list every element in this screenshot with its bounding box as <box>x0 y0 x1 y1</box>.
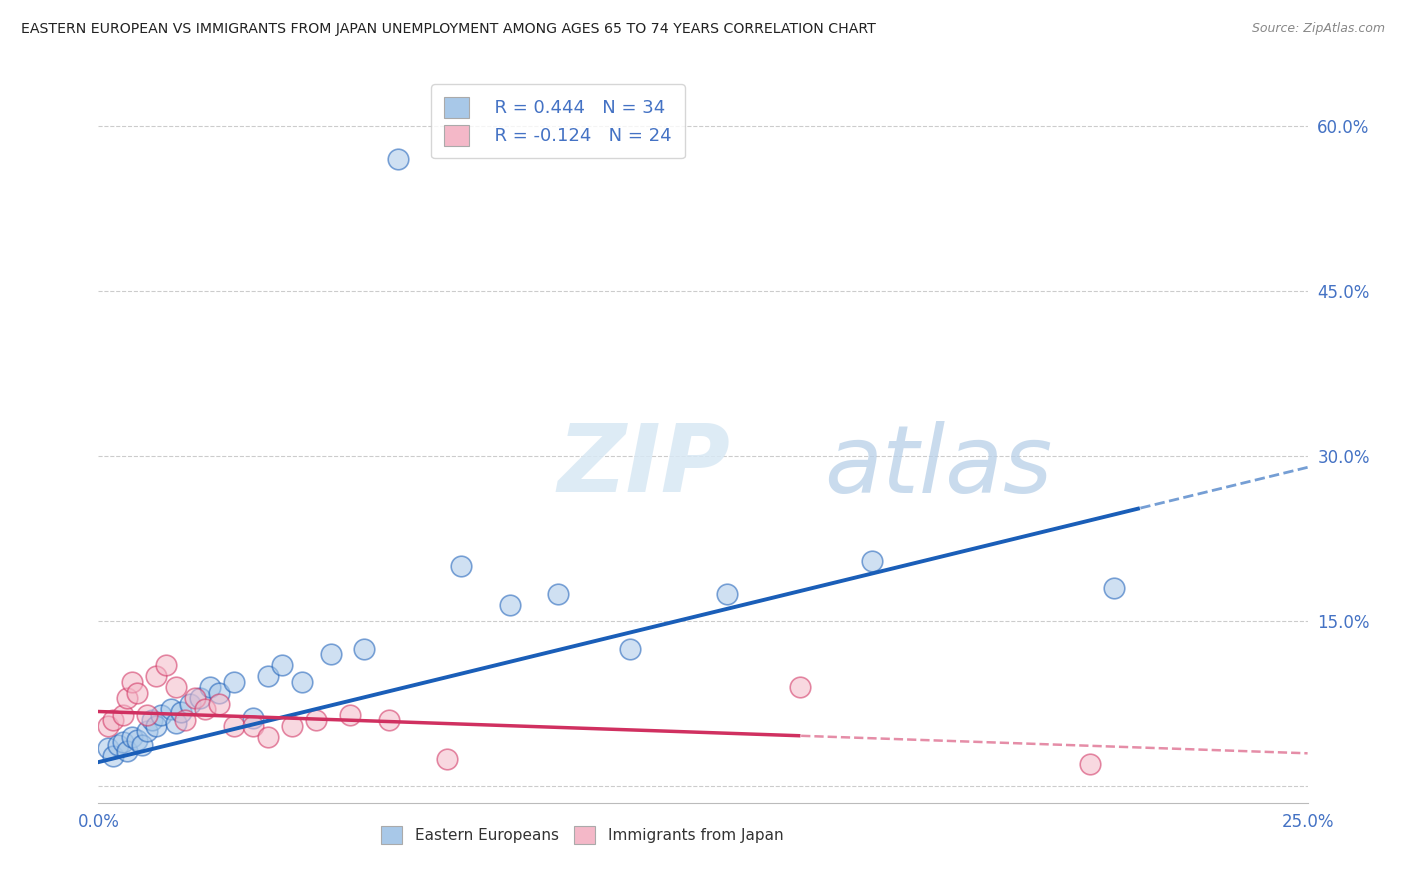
Point <box>160 702 183 716</box>
Point <box>184 691 207 706</box>
Point <box>165 681 187 695</box>
Point <box>1102 582 1125 596</box>
Point <box>242 719 264 733</box>
Point <box>281 719 304 733</box>
Point <box>1078 757 1101 772</box>
Point <box>121 730 143 744</box>
Point <box>135 724 157 739</box>
Text: EASTERN EUROPEAN VS IMMIGRANTS FROM JAPAN UNEMPLOYMENT AMONG AGES 65 TO 74 YEARS: EASTERN EUROPEAN VS IMMIGRANTS FROM JAPA… <box>21 22 876 37</box>
Point <box>155 658 177 673</box>
Point <box>117 744 139 758</box>
Text: ZIP: ZIP <box>558 420 731 512</box>
Point <box>198 681 221 695</box>
Point <box>619 641 641 656</box>
Point <box>716 587 738 601</box>
Point <box>121 674 143 689</box>
Point <box>305 714 328 728</box>
Point <box>319 648 342 662</box>
Point <box>135 707 157 722</box>
Point <box>450 559 472 574</box>
Point <box>150 707 173 722</box>
Point <box>145 719 167 733</box>
Point <box>194 702 217 716</box>
Point <box>290 674 312 689</box>
Text: Source: ZipAtlas.com: Source: ZipAtlas.com <box>1251 22 1385 36</box>
Point <box>111 707 134 722</box>
Point <box>498 598 520 612</box>
Point <box>165 715 187 730</box>
Point <box>101 714 124 728</box>
Text: atlas: atlas <box>824 421 1052 512</box>
Point <box>131 738 153 752</box>
Point <box>353 641 375 656</box>
Point <box>256 669 278 683</box>
Point <box>436 752 458 766</box>
Point <box>222 674 245 689</box>
Point <box>271 658 294 673</box>
Point <box>145 669 167 683</box>
Point <box>169 705 191 719</box>
Point <box>127 733 149 747</box>
Point <box>208 686 231 700</box>
Point <box>242 711 264 725</box>
Point <box>179 697 201 711</box>
Point <box>141 714 163 728</box>
Point <box>256 730 278 744</box>
Legend: Eastern Europeans, Immigrants from Japan: Eastern Europeans, Immigrants from Japan <box>375 820 789 850</box>
Point <box>111 735 134 749</box>
Point <box>127 686 149 700</box>
Point <box>208 697 231 711</box>
Point <box>547 587 569 601</box>
Point <box>387 153 409 167</box>
Point <box>222 719 245 733</box>
Point <box>101 748 124 763</box>
Point <box>97 740 120 755</box>
Point <box>339 707 361 722</box>
Point <box>377 714 399 728</box>
Point <box>117 691 139 706</box>
Point <box>188 691 211 706</box>
Point <box>860 554 883 568</box>
Point <box>97 719 120 733</box>
Point <box>107 738 129 752</box>
Point <box>789 681 811 695</box>
Point <box>174 714 197 728</box>
